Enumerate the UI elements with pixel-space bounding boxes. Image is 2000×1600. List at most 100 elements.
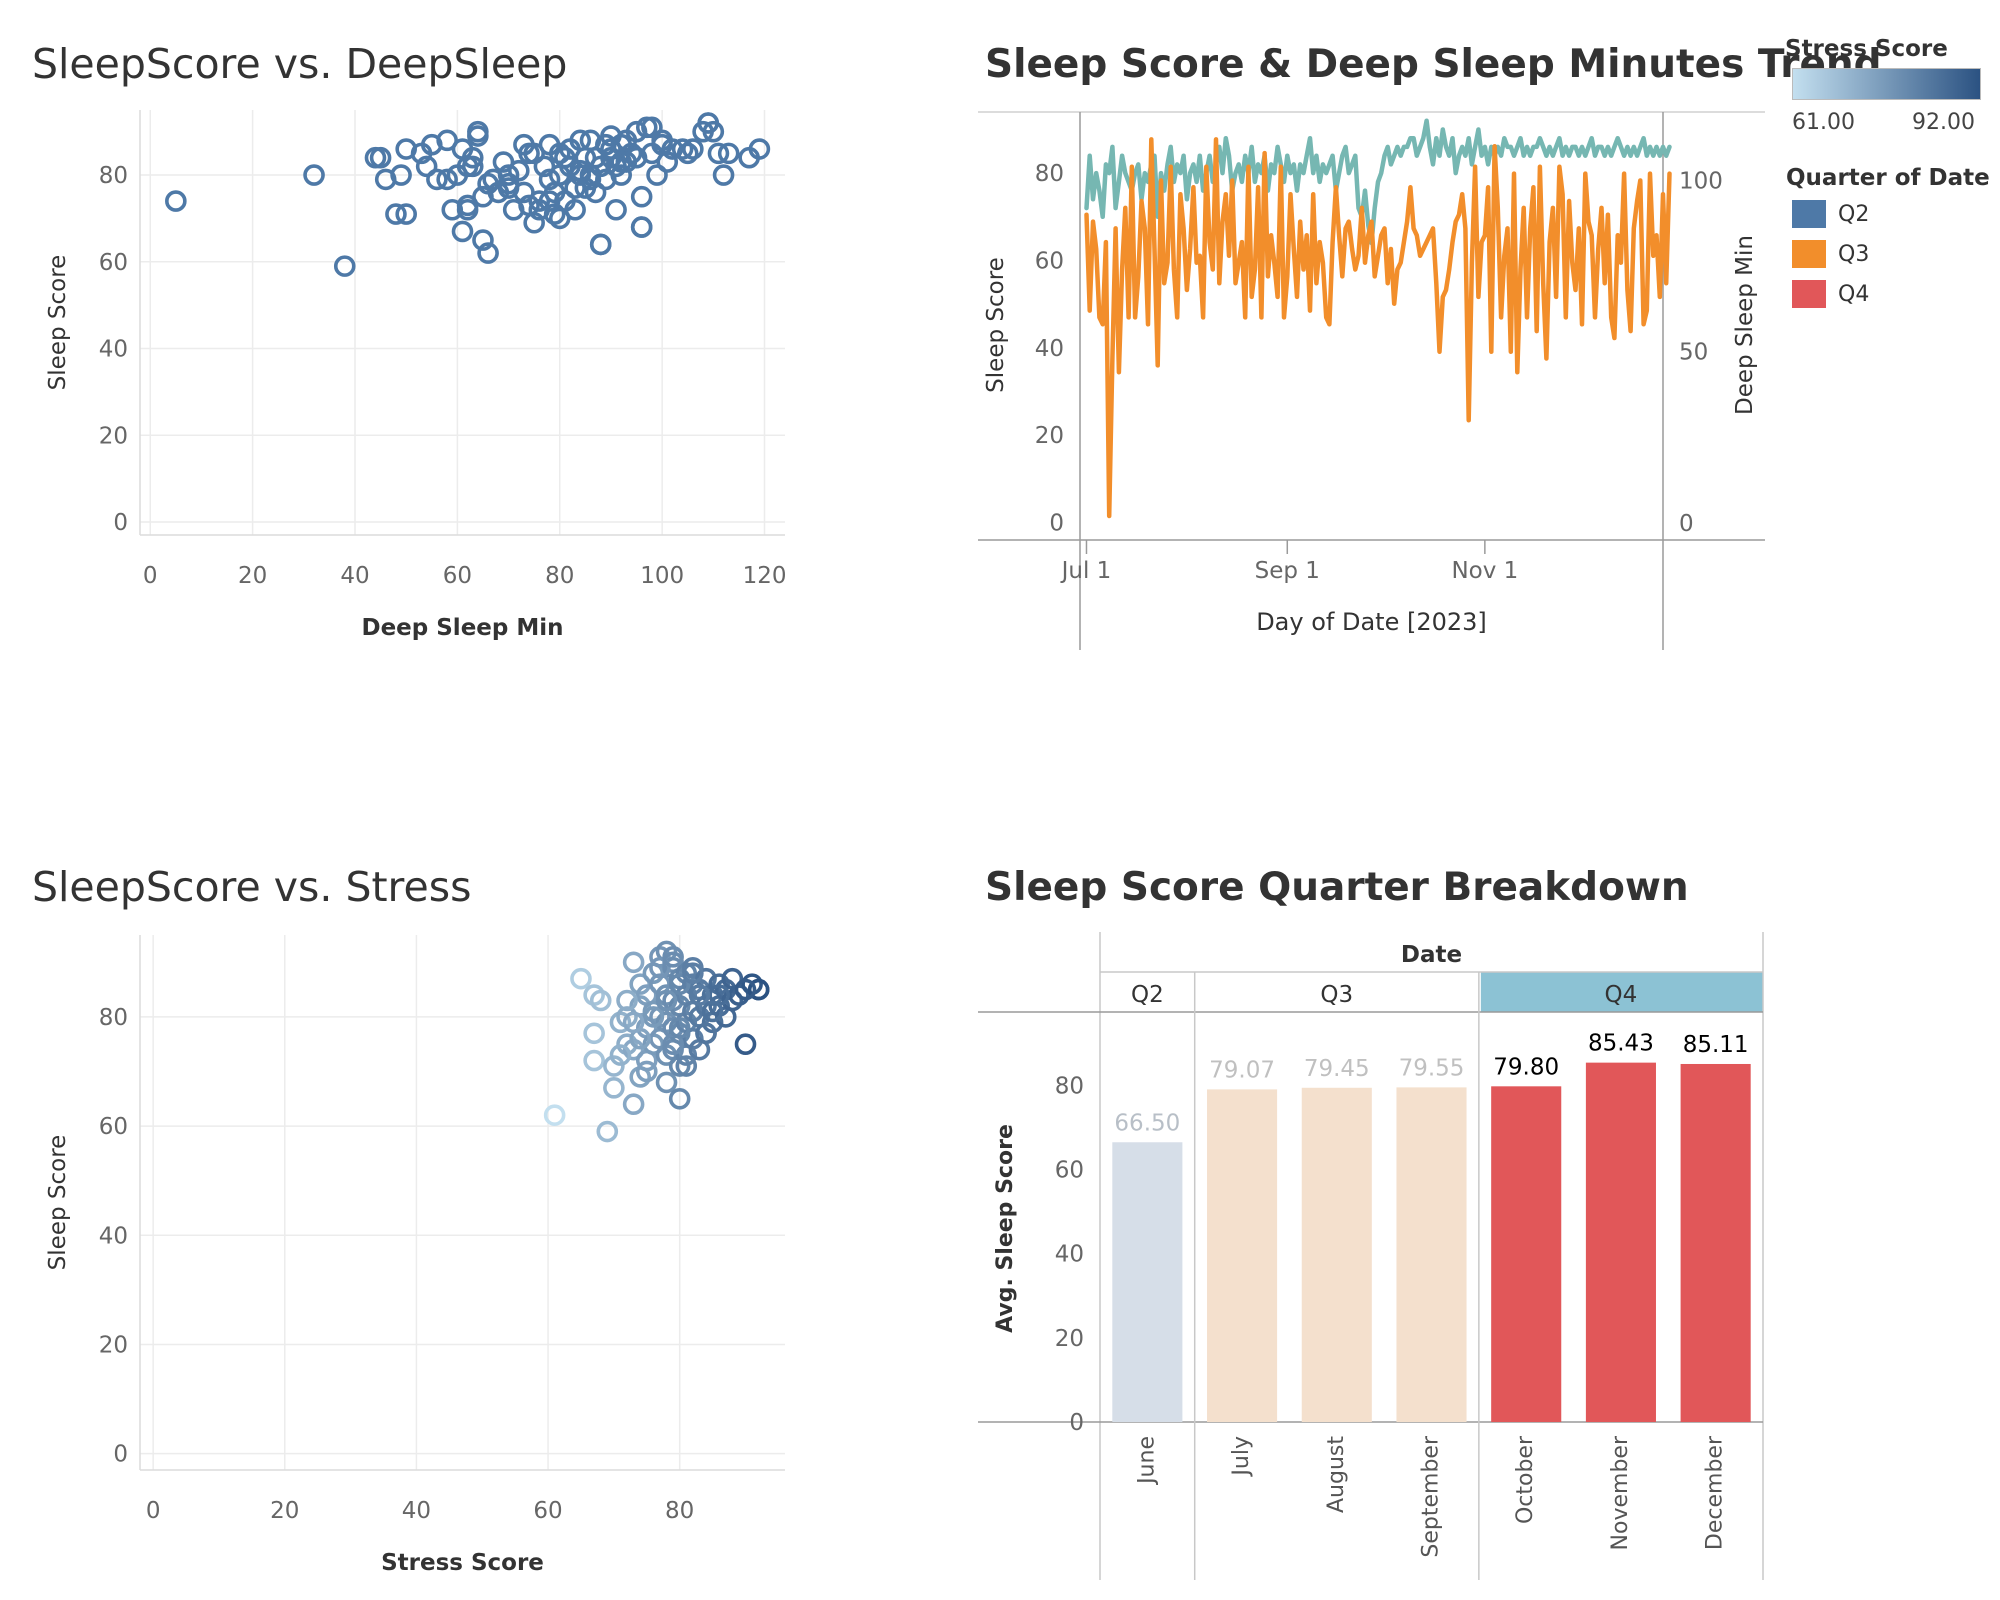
trend-y-axis-title: Sleep Score xyxy=(983,257,1009,393)
deep-scatter-point xyxy=(477,242,499,264)
stress-scatter-y-axis-title: Sleep Score xyxy=(45,1135,71,1271)
deep-scatter-point xyxy=(600,138,622,160)
stress-scatter-point xyxy=(589,989,612,1012)
deep-scatter-point xyxy=(508,159,530,182)
bar-value-label: 85.11 xyxy=(1683,1032,1749,1058)
month-label: November xyxy=(1608,1435,1633,1550)
stress-scatter-x-axis-title: Stress Score xyxy=(381,1550,544,1576)
stress-scatter-point xyxy=(682,962,704,985)
deep-scatter-point xyxy=(651,129,673,152)
quarter-header-label: Q3 xyxy=(1320,982,1353,1008)
stress-scatter-point xyxy=(668,1087,691,1110)
deep-scatter-point xyxy=(748,138,771,160)
stress-scatter-point xyxy=(642,1006,665,1028)
bar-value-label: 79.45 xyxy=(1304,1056,1370,1082)
deep-scatter-point xyxy=(385,203,407,225)
trend-xtick-label: Nov 1 xyxy=(1451,558,1518,584)
stress-scatter-point xyxy=(635,1060,658,1083)
bar-value-label: 79.55 xyxy=(1399,1055,1465,1081)
deep-scatter-xtick-label: 100 xyxy=(640,563,684,589)
breakdown-y-axis-title: Avg. Sleep Score xyxy=(993,1124,1018,1333)
breakdown-ytick-label: 40 xyxy=(1055,1242,1084,1268)
deep-scatter-point xyxy=(548,142,571,165)
stress-scatter-point xyxy=(662,946,684,968)
breakdown-ytick-label: 60 xyxy=(1055,1158,1084,1184)
deep-scatter-point xyxy=(605,198,627,221)
deep-sleep-line xyxy=(1084,137,1672,519)
deep-scatter-xtick-label: 20 xyxy=(238,563,267,589)
month-label: October xyxy=(1513,1435,1538,1524)
trend-title: Sleep Score & Deep Sleep Minutes Trend xyxy=(985,42,1882,87)
trend-ytick-label: 80 xyxy=(1035,161,1064,187)
deep-scatter-point xyxy=(641,116,663,139)
deep-scatter-point xyxy=(467,125,489,147)
trend-xtick-label: Sep 1 xyxy=(1255,558,1320,584)
trend-y2tick-label: 0 xyxy=(1679,511,1694,537)
trend-xtick-label: Jul 1 xyxy=(1060,558,1112,584)
stress-scatter-point xyxy=(747,978,770,1001)
deep-scatter-point xyxy=(395,203,417,225)
trend-x-axis-title: Day of Date [2023] xyxy=(1256,608,1487,636)
stress-scatter-point xyxy=(655,989,678,1012)
trend-ytick-label: 20 xyxy=(1035,423,1064,449)
stress-scatter-point xyxy=(616,989,638,1012)
legend-item-q4[interactable]: Q4 xyxy=(1792,280,1869,308)
legend-item-q2[interactable]: Q2 xyxy=(1792,200,1869,228)
deep-scatter-point xyxy=(456,198,479,221)
deep-scatter-point xyxy=(579,168,602,191)
deep-scatter-ytick-label: 60 xyxy=(99,250,128,276)
stress-scatter-ytick-label: 0 xyxy=(113,1442,128,1468)
stress-scatter-point xyxy=(701,1000,724,1023)
deep-scatter-point xyxy=(656,151,679,173)
month-label: August xyxy=(1324,1436,1349,1513)
deep-scatter-point xyxy=(390,164,412,186)
stress-scatter-point xyxy=(668,1017,691,1039)
deep-scatter-point xyxy=(676,142,699,165)
trend-ytick-label: 40 xyxy=(1035,336,1064,362)
deep-scatter-ytick-label: 0 xyxy=(113,510,128,536)
deep-scatter-point xyxy=(451,220,474,243)
deep-scatter-point xyxy=(630,216,653,238)
deep-scatter-point xyxy=(538,168,561,191)
deep-scatter-point xyxy=(589,233,612,256)
bar-august xyxy=(1301,1087,1372,1422)
stress-scatter-point xyxy=(655,1071,678,1094)
deep-scatter-point xyxy=(436,168,458,191)
stress-scatter-ytick-label: 20 xyxy=(99,1332,128,1358)
stress-scatter-point xyxy=(688,984,711,1006)
trend-ytick-label: 60 xyxy=(1035,248,1064,274)
stress-scatter-xtick-label: 0 xyxy=(146,1498,161,1524)
quarter-header-label: Q4 xyxy=(1605,982,1638,1008)
legend-item-q3[interactable]: Q3 xyxy=(1792,240,1869,268)
stress-scatter-point xyxy=(668,1055,691,1077)
deep-scatter-point xyxy=(426,168,448,191)
stress-scatter-point xyxy=(596,1120,619,1143)
quarter-header-highlight xyxy=(1480,972,1763,1012)
stress-scatter-point xyxy=(583,1049,605,1072)
month-label: June xyxy=(1134,1436,1159,1486)
stress-scatter-ytick-label: 40 xyxy=(99,1223,128,1249)
deep-scatter-point xyxy=(543,203,566,225)
stress-legend-max: 92.00 xyxy=(1912,110,1975,135)
deep-scatter-point xyxy=(712,164,735,186)
stress-color-ramp xyxy=(1792,68,1981,100)
deep-scatter-point xyxy=(497,164,520,186)
stress-scatter-point xyxy=(668,973,691,995)
deep-scatter-ytick-label: 80 xyxy=(99,163,128,189)
legend-swatch-q3 xyxy=(1792,240,1826,268)
bar-value-label: 66.50 xyxy=(1114,1110,1180,1136)
deep-scatter-point xyxy=(697,112,720,134)
stress-scatter-point xyxy=(622,1011,645,1034)
breakdown-title: Sleep Score Quarter Breakdown xyxy=(985,865,1689,910)
stress-scatter-ytick-label: 80 xyxy=(99,1005,128,1031)
deep-scatter-xtick-label: 60 xyxy=(443,563,472,589)
breakdown-ytick-label: 80 xyxy=(1055,1073,1084,1099)
bar-june xyxy=(1112,1142,1183,1422)
deep-scatter-xtick-label: 120 xyxy=(743,563,787,589)
deep-scatter-point xyxy=(707,142,730,165)
deep-scatter-point xyxy=(646,164,668,186)
stress-scatter-xtick-label: 80 xyxy=(665,1498,694,1524)
bar-july xyxy=(1207,1089,1278,1422)
deep-scatter-ytick-label: 20 xyxy=(99,423,128,449)
legend-swatch-q2 xyxy=(1792,200,1826,228)
